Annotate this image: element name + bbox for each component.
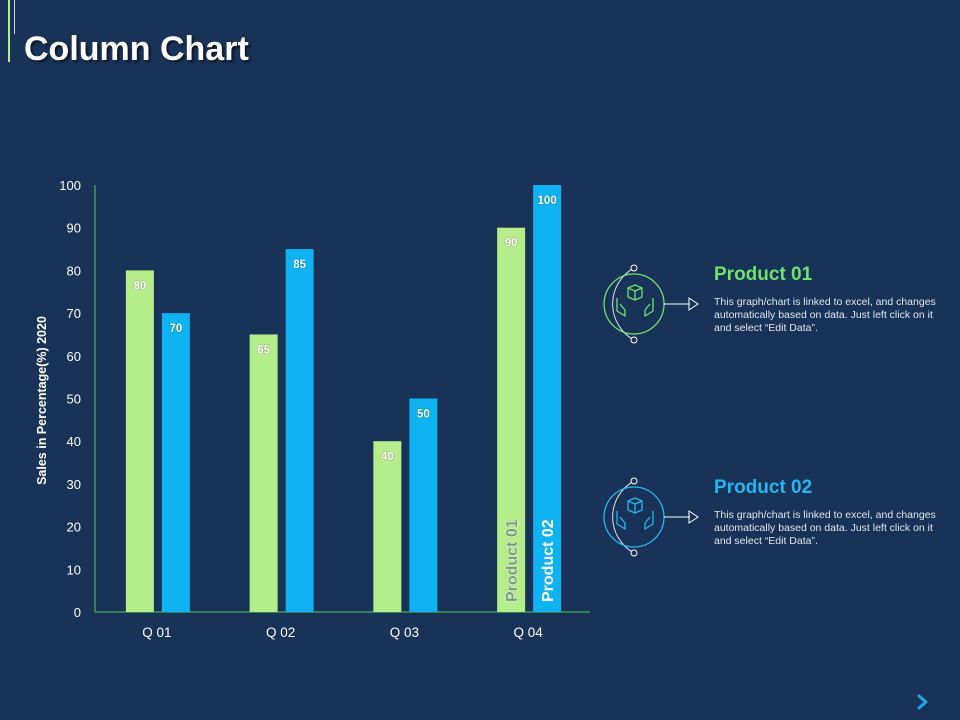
bar-value-label: 80: [133, 280, 146, 292]
y-tick-label: 10: [67, 562, 81, 577]
bar-value-label: 100: [538, 195, 557, 207]
accent-bar: [8, 0, 10, 62]
chevron-right-icon[interactable]: [913, 692, 933, 712]
bar-value-label: 85: [293, 259, 306, 271]
legend-product-01[interactable]: Product 01 This graph/chart is linked to…: [592, 264, 952, 354]
y-tick-label: 0: [74, 605, 81, 620]
box-in-hands-icon: [616, 284, 654, 317]
page-title: Column Chart: [24, 30, 249, 68]
y-tick-label: 90: [67, 221, 81, 236]
legend-graphic-product-01: [603, 264, 699, 344]
bar-product-02: [533, 185, 562, 612]
arrow-right-icon: [688, 297, 699, 311]
bar-value-label: 90: [505, 238, 518, 250]
x-tick-label: Q 04: [513, 625, 543, 640]
y-axis-label: Sales in Percentage(%) 2020: [35, 316, 49, 485]
bar-value-label: 65: [257, 344, 270, 356]
bar-product-01: [373, 441, 402, 612]
in-bar-series-label: Product 01: [504, 519, 521, 602]
legend-title-product-01: Product 01: [714, 264, 813, 285]
bar-product-02: [285, 249, 314, 613]
bar-value-label: 50: [417, 409, 430, 421]
legend-description-product-01: This graph/chart is linked to excel, and…: [714, 296, 936, 334]
bar-value-label: 40: [381, 451, 394, 463]
legend-title-product-02: Product 02: [714, 477, 813, 498]
accent-line: [14, 0, 15, 34]
y-tick-label: 50: [67, 392, 81, 407]
legend-graphic-product-02: [603, 477, 699, 557]
x-tick-label: Q 01: [142, 625, 171, 640]
y-tick-label: 30: [67, 477, 81, 492]
y-tick-label: 20: [67, 520, 81, 535]
y-tick-label: 40: [67, 434, 81, 449]
bar-product-01: [497, 227, 526, 612]
bar-value-label: 70: [169, 323, 182, 335]
in-bar-series-label: Product 02: [540, 519, 557, 602]
x-tick-label: Q 02: [266, 625, 295, 640]
box-in-hands-icon: [616, 497, 654, 530]
bar-product-01: [249, 334, 278, 612]
arrow-right-icon: [688, 510, 699, 524]
bar-product-02: [161, 313, 190, 612]
y-tick-label: 80: [67, 263, 81, 278]
bar-product-01: [125, 270, 154, 612]
y-tick-label: 100: [59, 178, 81, 193]
y-tick-label: 60: [67, 349, 81, 364]
bar-product-02: [409, 398, 438, 612]
legend-product-02[interactable]: Product 02 This graph/chart is linked to…: [592, 477, 952, 567]
legend-description-product-02: This graph/chart is linked to excel, and…: [714, 509, 936, 547]
y-tick-label: 70: [67, 306, 81, 321]
x-tick-label: Q 03: [390, 625, 419, 640]
